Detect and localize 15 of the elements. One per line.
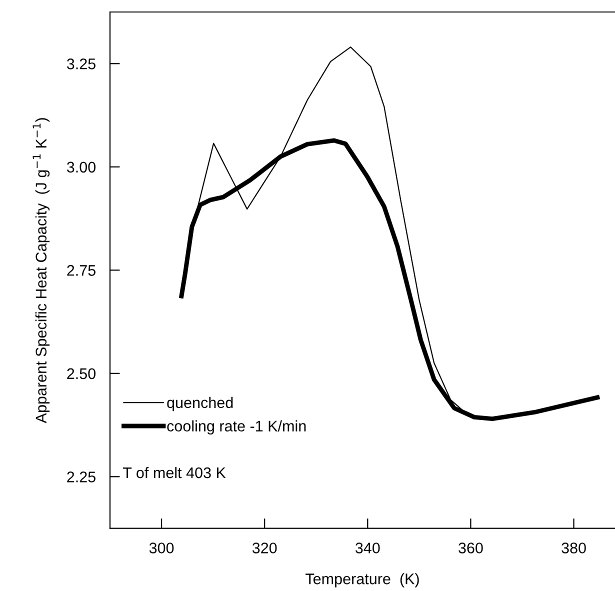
y-axis-title: Apparent Specific Heat Capacity (J g$^{−1}$ K$^{−1}$): [32, 118, 50, 424]
legend-label: quenched: [167, 396, 233, 412]
y-tick-label: 2.50: [67, 368, 96, 380]
legend-label: cooling rate -1 K/min: [167, 420, 306, 435]
x-tick-label: 320: [252, 542, 277, 554]
x-axis-title: Temperature (K): [306, 573, 419, 588]
y-tick-label: 2.75: [67, 265, 96, 276]
annotation: T of melt 403 K: [122, 466, 226, 478]
x-tick-label: 340: [355, 542, 380, 554]
y-tick-label: 3.00: [66, 162, 96, 173]
x-tick-label: 380: [562, 542, 586, 554]
x-tick-label: 360: [458, 542, 483, 554]
y-tick-label: 3.25: [66, 58, 96, 70]
y-tick-label: 2.25: [67, 472, 96, 482]
x-tick-label: 300: [149, 542, 174, 554]
